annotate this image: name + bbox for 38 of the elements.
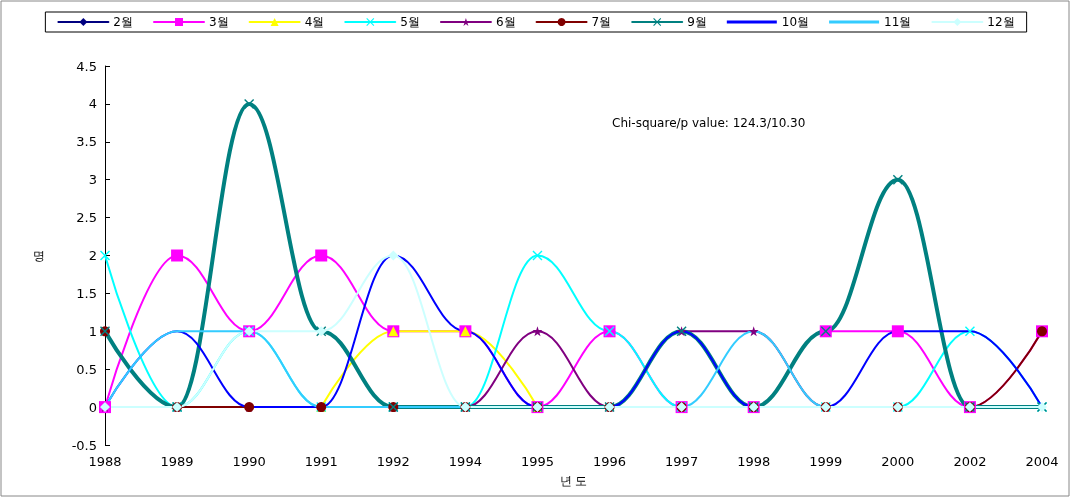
- y-tick-label: 3.5: [76, 134, 97, 150]
- x-tick-label: 1998: [737, 454, 771, 469]
- y-tick-label: 0: [88, 399, 97, 415]
- x-tick-label: 1994: [448, 454, 482, 469]
- annotation: Chi-square/p value: 124.3/10.30: [612, 116, 806, 130]
- legend-label: 6월: [495, 15, 516, 29]
- x-tick-label: 1989: [160, 454, 194, 469]
- legend-label: 3월: [209, 15, 229, 29]
- legend-label: 10월: [781, 15, 810, 29]
- y-tick-label: 4.5: [76, 58, 97, 74]
- x-tick-label: 1997: [665, 454, 699, 469]
- x-tick-label: 1991: [304, 454, 338, 469]
- x-tick-label: 1999: [809, 454, 843, 469]
- x-tick-label: 1996: [592, 454, 627, 469]
- y-tick-label: -0.5: [71, 437, 97, 453]
- y-tick-label: 4: [88, 96, 97, 112]
- x-tick-label: 2002: [953, 454, 987, 469]
- y-tick-label: 2.5: [76, 210, 97, 226]
- y-tick-label: 1.5: [76, 285, 97, 301]
- legend-label: 9월: [687, 15, 707, 29]
- y-tick-label: 0.5: [76, 361, 97, 377]
- legend-label: 2월: [113, 15, 134, 29]
- legend-label: 7월: [591, 15, 612, 29]
- x-axis-title: 년 도: [559, 474, 588, 488]
- x-tick-label: 1990: [232, 454, 266, 469]
- x-tick-label: 2004: [1025, 454, 1059, 469]
- legend-label: 12월: [987, 15, 1015, 29]
- x-tick-label: 2000: [881, 454, 915, 469]
- y-tick-label: 3: [88, 172, 97, 188]
- y-axis-title: 명: [33, 248, 45, 263]
- x-tick-label: 1992: [376, 454, 410, 469]
- x-tick-label: 1988: [88, 454, 122, 469]
- y-tick-label: 2: [88, 248, 97, 263]
- legend-label: 5월: [400, 15, 420, 29]
- y-tick-label: 1: [88, 323, 97, 339]
- legend-label: 11월: [884, 15, 912, 29]
- x-tick-label: 1995: [520, 454, 555, 469]
- legend-label: 4월: [304, 15, 325, 29]
